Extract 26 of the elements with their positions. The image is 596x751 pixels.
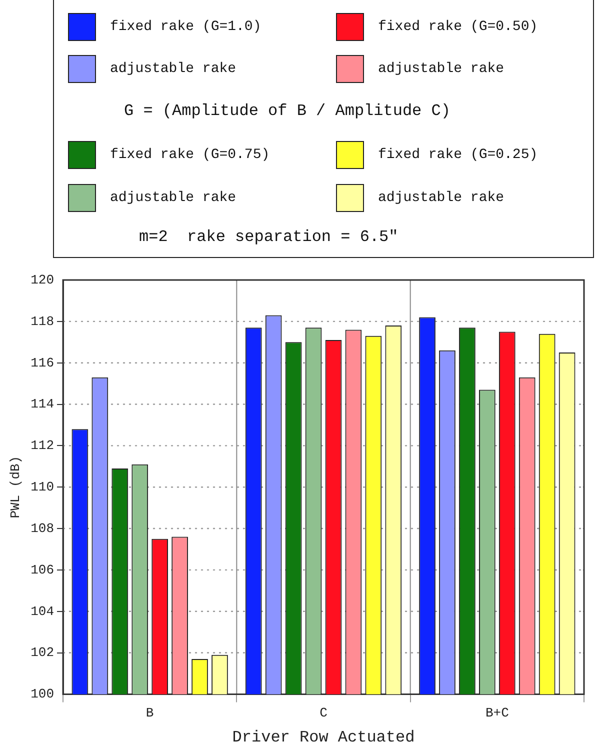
y-tick-label: 116 [30,355,54,370]
y-tick-label: 102 [30,645,54,660]
legend-label: fixed rake (G=0.50) [378,19,538,35]
legend-label: adjustable rake [110,61,236,77]
legend-label: adjustable rake [110,190,236,206]
text: m=2 rake separation = 6.5" [139,228,398,246]
y-tick-label: 100 [30,686,54,702]
x-axis-title: Driver Row Actuated [232,728,415,747]
y-tick-label: 114 [30,396,54,412]
y-axis-title: PWL (dB) [8,456,24,518]
y-tick-label: 108 [30,520,54,536]
y-tick-label: 106 [30,562,54,578]
x-tick-label: B+C [485,705,510,720]
legend-label: fixed rake (G=0.25) [378,147,538,163]
x-tick-label: C [320,705,328,720]
text: G = (Amplitude of B / Amplitude C) [124,102,450,120]
legend-label: adjustable rake [378,190,504,206]
y-tick-label: 110 [30,480,54,495]
x-tick-label: B [146,705,154,720]
y-tick-label: 118 [30,314,54,329]
y-tick-label: 120 [30,272,54,288]
y-tick-label: 112 [30,438,54,454]
legend-label: fixed rake (G=1.0) [110,19,262,35]
y-tick-label: 104 [30,604,54,619]
legend-label: adjustable rake [378,61,504,77]
legend-label: fixed rake (G=0.75) [110,147,270,163]
